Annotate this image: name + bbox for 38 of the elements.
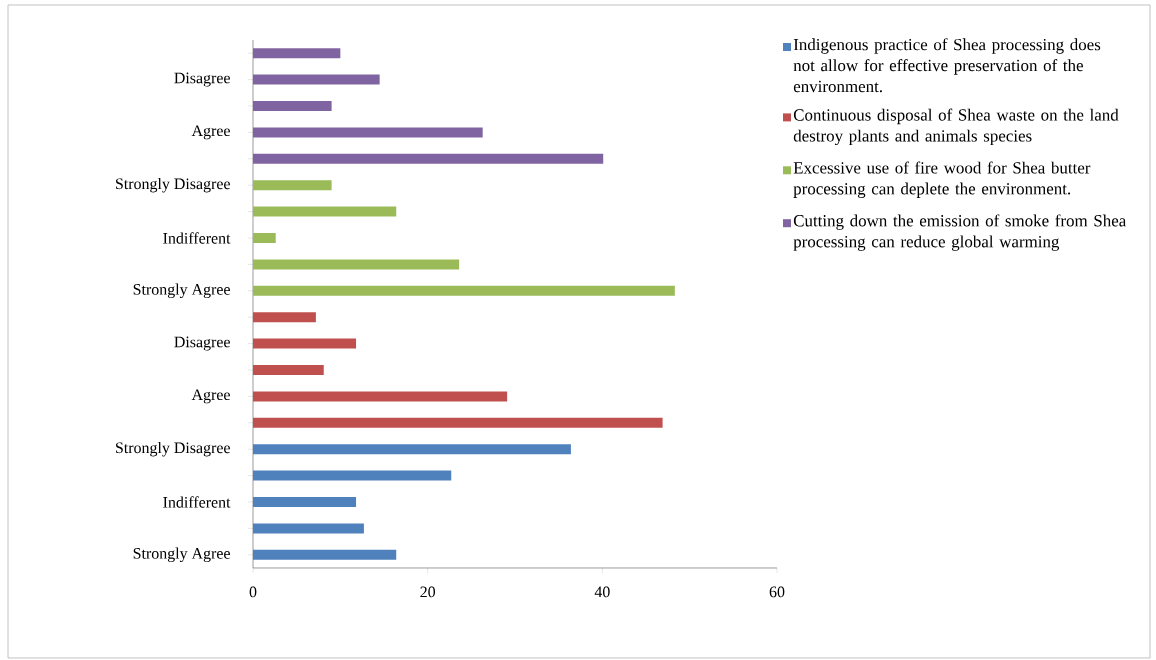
y-tick-label: Agree: [191, 125, 230, 140]
bar: [253, 232, 276, 243]
bar: [253, 285, 675, 296]
bar: [253, 100, 332, 111]
y-tick-label: Strongly Agree: [133, 547, 230, 563]
bar: [253, 523, 364, 534]
bar: [253, 549, 397, 560]
legend-label: Indigenous practice of Shea processing does not allow for effective preservation of the environment.: [793, 38, 1101, 93]
bar: [253, 206, 397, 217]
bar: [253, 259, 460, 270]
bar: [253, 312, 316, 323]
bar: [253, 391, 508, 402]
y-tick-label: Strongly Disagree: [116, 177, 230, 193]
bar: [253, 180, 332, 191]
bar: [253, 153, 604, 164]
x-tick-label: 40: [594, 586, 610, 598]
y-tick-label: Strongly Agree: [133, 283, 230, 299]
bar: [253, 417, 663, 428]
bar: [253, 338, 357, 349]
legend-label: Cutting down the emission of smoke from Shea processing can reduce global warming: [793, 214, 1127, 251]
y-tick-label: Indifferent: [163, 496, 231, 508]
bar: [253, 48, 341, 59]
legend-label: Continuous disposal of Shea waste on the land destroy plants and animals species: [793, 108, 1119, 146]
y-tick-label: Disagree: [174, 72, 230, 87]
y-tick-label: Indifferent: [163, 232, 231, 244]
y-tick-label: Agree: [191, 389, 230, 404]
x-tick-label: 0: [249, 586, 257, 598]
bar: [253, 470, 452, 481]
bar: [253, 364, 324, 375]
bar: [253, 496, 357, 507]
bar: [253, 444, 571, 455]
bar: [253, 74, 380, 85]
legend-label: Excessive use of fire wood for Shea butter processing can deplete the environment.: [793, 161, 1091, 198]
x-tick-label: 20: [420, 586, 436, 598]
y-tick-label: Disagree: [174, 336, 230, 351]
x-tick-label: 60: [769, 586, 785, 598]
bar: [253, 127, 483, 138]
y-tick-label: Strongly Disagree: [116, 441, 230, 457]
